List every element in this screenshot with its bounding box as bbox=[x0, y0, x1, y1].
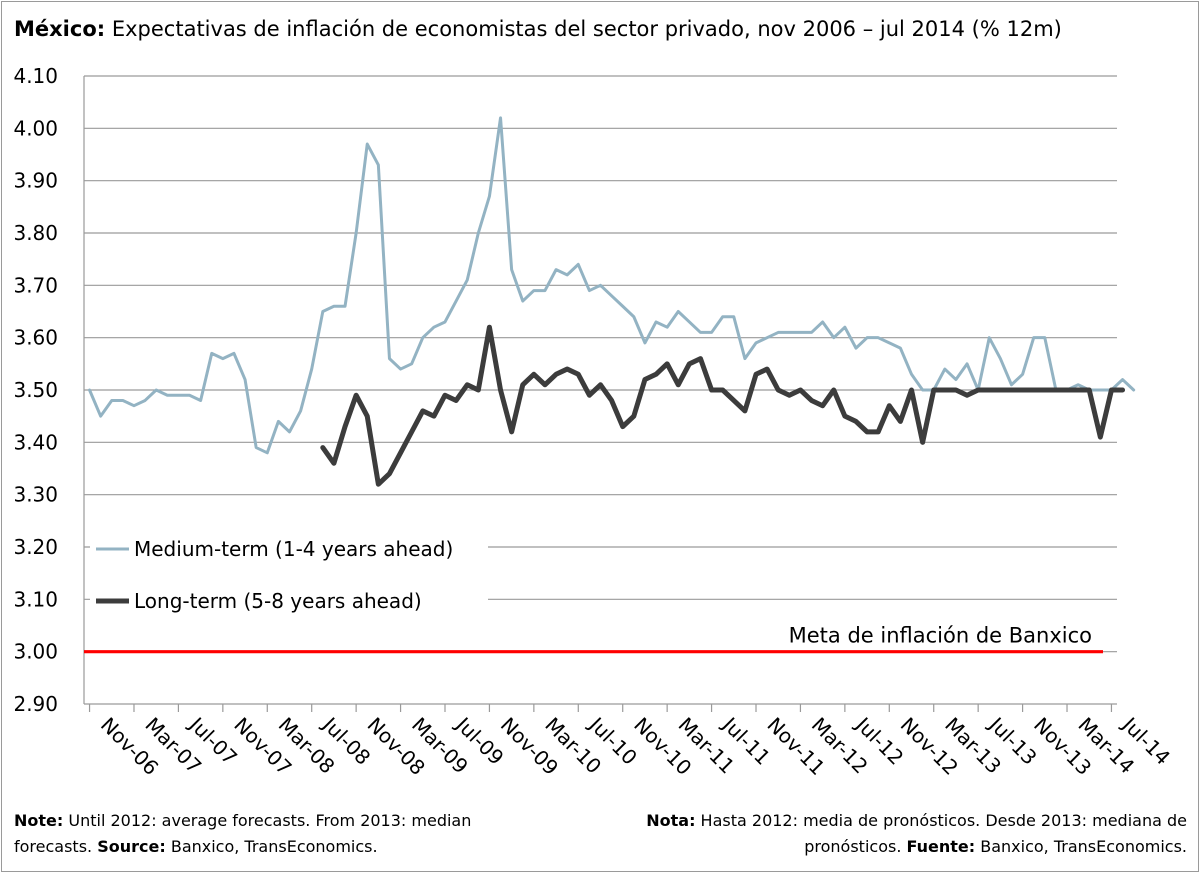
note-label: Note: bbox=[14, 811, 64, 830]
fuente-text: Banxico, TransEconomics. bbox=[975, 837, 1187, 856]
y-tick-label: 3.30 bbox=[13, 483, 58, 507]
note-spanish: Nota: Hasta 2012: media de pronósticos. … bbox=[565, 808, 1187, 860]
y-tick-label: 3.50 bbox=[13, 378, 58, 402]
title-country: México: bbox=[14, 17, 106, 41]
target-line-label: Meta de inflación de Banxico bbox=[789, 624, 1092, 648]
note-english: Note: Until 2012: average forecasts. Fro… bbox=[14, 808, 554, 860]
y-tick-label: 3.80 bbox=[13, 221, 58, 245]
nota-label: Nota: bbox=[646, 811, 696, 830]
y-tick-label: 4.00 bbox=[13, 116, 58, 140]
y-tick-label: 3.40 bbox=[13, 430, 58, 454]
long-term-line bbox=[320, 324, 1126, 487]
y-tick-label: 2.90 bbox=[13, 692, 58, 716]
y-tick-label: 3.10 bbox=[13, 587, 58, 611]
legend-background bbox=[90, 532, 488, 616]
y-tick-label: 4.10 bbox=[13, 64, 58, 88]
note-text: Until 2012: average forecasts. From 2013… bbox=[14, 811, 472, 856]
title-text: Expectativas de inflación de economistas… bbox=[105, 17, 1062, 41]
y-tick-label: 3.90 bbox=[13, 169, 58, 193]
legend-label-medium: Medium-term (1-4 years ahead) bbox=[134, 537, 453, 561]
fuente-label: Fuente: bbox=[906, 837, 976, 856]
y-tick-label: 3.20 bbox=[13, 535, 58, 559]
source-label: Source: bbox=[97, 837, 166, 856]
source-text: Banxico, TransEconomics. bbox=[165, 837, 378, 856]
medium-term-line bbox=[88, 116, 1136, 455]
legend-label-long: Long-term (5-8 years ahead) bbox=[134, 589, 422, 613]
y-tick-label: 3.60 bbox=[13, 326, 58, 350]
y-tick-label: 3.70 bbox=[13, 273, 58, 297]
chart-title: México: Expectativas de inflación de eco… bbox=[14, 17, 1062, 41]
nota-text: Hasta 2012: media de pronósticos. Desde … bbox=[695, 811, 1187, 856]
y-tick-label: 3.00 bbox=[13, 640, 58, 664]
